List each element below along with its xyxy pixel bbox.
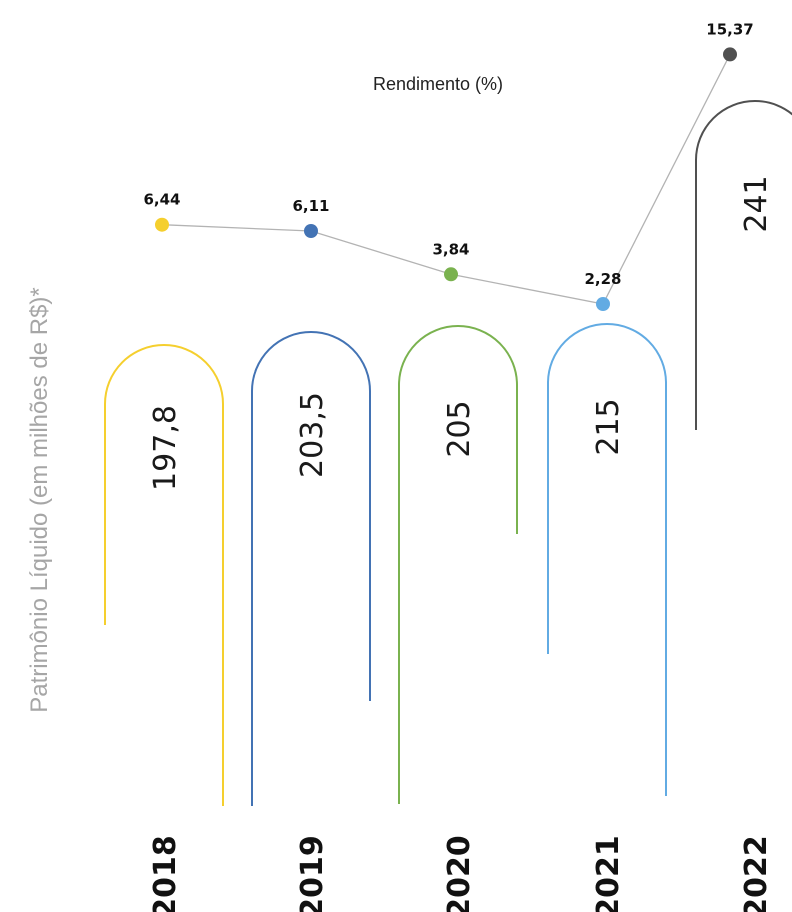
x-tick-label-2019: 2019 <box>295 835 330 912</box>
bar-arch-2020 <box>398 325 518 804</box>
rate-data-label-2020: 3,84 <box>432 240 469 258</box>
bar-arch-2022 <box>695 100 792 430</box>
rate-point-2020 <box>444 267 458 282</box>
bar-arch-2018 <box>104 344 224 806</box>
rate-point-2022 <box>723 47 737 62</box>
rate-data-label-2022: 15,37 <box>706 20 753 38</box>
rate-line-series: 6,44 6,11 3,84 2,28 15,37 <box>143 20 754 311</box>
bar-arches: 197,8 203,5 205 215 241 <box>104 100 792 806</box>
bar-value-label-2018: 197,8 <box>148 405 183 491</box>
x-tick-label-2020: 2020 <box>442 835 477 912</box>
bar-value-label-2022: 241 <box>739 175 774 232</box>
bar-value-label-2020: 205 <box>442 400 477 457</box>
rate-point-2021 <box>596 297 610 311</box>
bar-arch-2019 <box>251 331 371 806</box>
rate-point-2018 <box>155 217 169 232</box>
year-labels: 2018 2019 2020 2021 2022 <box>148 835 774 912</box>
x-tick-label-2021: 2021 <box>591 835 626 912</box>
bar-value-label-2021: 215 <box>591 398 626 455</box>
rate-data-label-2018: 6,44 <box>143 191 180 209</box>
rate-data-label-2019: 6,11 <box>292 197 329 215</box>
rate-point-2019 <box>304 224 318 238</box>
x-tick-label-2022: 2022 <box>739 835 774 912</box>
bar-value-label-2019: 203,5 <box>295 392 330 478</box>
y-axis-label: Patrimônio Líquido (em milhões de R$)* <box>26 287 53 713</box>
rate-data-label-2021: 2,28 <box>584 270 621 288</box>
x-tick-label-2018: 2018 <box>148 835 183 912</box>
line-series-title: Rendimento (%) <box>373 74 503 94</box>
bar-arch-2021 <box>547 323 667 796</box>
